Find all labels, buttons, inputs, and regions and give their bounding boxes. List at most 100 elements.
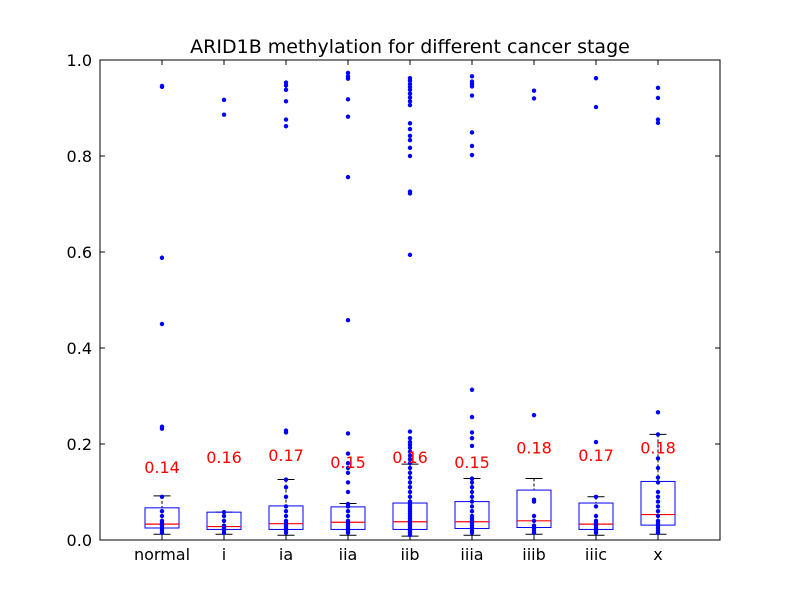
data-point — [469, 530, 475, 535]
data-point — [407, 252, 413, 258]
data-point — [469, 476, 475, 481]
data-point — [345, 97, 351, 102]
annotation-label: 0.16 — [392, 448, 428, 467]
data-point — [593, 439, 599, 445]
data-point — [283, 430, 289, 435]
annotation-label: 0.16 — [206, 448, 242, 467]
data-point — [655, 499, 661, 504]
data-point — [593, 504, 599, 509]
data-point — [531, 513, 537, 519]
data-point — [593, 104, 599, 110]
data-point — [221, 513, 227, 519]
data-point — [407, 121, 413, 126]
data-point — [469, 152, 475, 158]
data-point — [407, 126, 413, 132]
data-point — [159, 321, 165, 327]
data-point — [469, 499, 475, 504]
data-point — [345, 114, 351, 119]
chart-title: ARID1B methylation for different cancer … — [190, 36, 630, 58]
data-point — [345, 513, 351, 519]
data-point — [655, 85, 661, 91]
data-point — [655, 494, 661, 499]
data-point — [407, 475, 413, 480]
data-point — [159, 513, 165, 519]
data-point — [407, 91, 413, 96]
data-point — [345, 470, 351, 475]
data-point — [283, 513, 289, 519]
data-point — [407, 78, 413, 83]
data-point — [407, 445, 413, 451]
data-point — [655, 489, 661, 495]
data-point — [345, 76, 351, 81]
data-point — [221, 509, 227, 515]
x-tick-label: ia — [279, 545, 293, 564]
data-point — [655, 120, 661, 126]
x-tick-label: iiic — [585, 545, 607, 564]
data-point — [407, 470, 413, 475]
annotation-label: 0.18 — [516, 439, 552, 458]
data-point — [593, 530, 599, 535]
data-point — [407, 489, 413, 495]
data-point — [469, 414, 475, 420]
data-point — [345, 70, 351, 76]
data-point — [469, 93, 475, 98]
y-tick-label: 0.0 — [67, 531, 92, 550]
data-point — [283, 477, 289, 482]
x-tick-label: iiib — [522, 545, 546, 564]
data-point — [283, 99, 289, 104]
data-point — [345, 465, 351, 471]
data-point — [469, 504, 475, 509]
annotation-label: 0.18 — [640, 439, 676, 458]
data-point — [345, 431, 351, 436]
data-point — [655, 432, 661, 437]
data-point — [469, 443, 475, 449]
data-point — [407, 453, 413, 458]
data-point — [221, 97, 227, 103]
data-point — [159, 84, 165, 90]
data-point — [655, 480, 661, 485]
data-point — [407, 533, 413, 538]
data-point — [221, 530, 227, 535]
y-axis: 0.0 0.2 0.4 0.6 0.8 1.0 — [67, 51, 720, 550]
data-point — [469, 489, 475, 495]
data-point — [345, 509, 351, 514]
data-point — [655, 456, 661, 461]
data-point — [655, 117, 661, 122]
data-point — [345, 504, 351, 509]
data-point — [407, 429, 413, 434]
data-point — [531, 96, 537, 101]
data-point — [407, 133, 413, 139]
data-point — [469, 84, 475, 89]
data-point — [407, 449, 413, 454]
data-point — [283, 494, 289, 499]
points-layer — [159, 70, 661, 538]
data-point — [159, 494, 165, 499]
data-point — [655, 530, 661, 535]
data-point — [655, 504, 661, 509]
data-point — [345, 174, 351, 180]
data-point — [283, 509, 289, 514]
data-point — [221, 112, 227, 117]
data-point — [655, 410, 661, 415]
x-tick-label: iiia — [460, 545, 483, 564]
data-point — [593, 76, 599, 81]
data-point — [531, 88, 537, 93]
data-point — [407, 95, 413, 100]
x-tick-label: normal — [134, 545, 190, 564]
data-point — [407, 457, 413, 462]
data-point — [469, 143, 475, 149]
data-point — [345, 480, 351, 485]
data-point — [407, 99, 413, 104]
y-tick-label: 0.6 — [67, 243, 92, 262]
data-point — [407, 137, 413, 143]
data-point — [345, 317, 351, 323]
data-point — [345, 451, 351, 456]
data-point — [159, 426, 165, 431]
data-point — [593, 513, 599, 519]
data-point — [655, 465, 661, 471]
data-point — [469, 436, 475, 441]
x-tick-label: x — [653, 545, 662, 564]
data-point — [407, 102, 413, 108]
data-point — [407, 480, 413, 485]
